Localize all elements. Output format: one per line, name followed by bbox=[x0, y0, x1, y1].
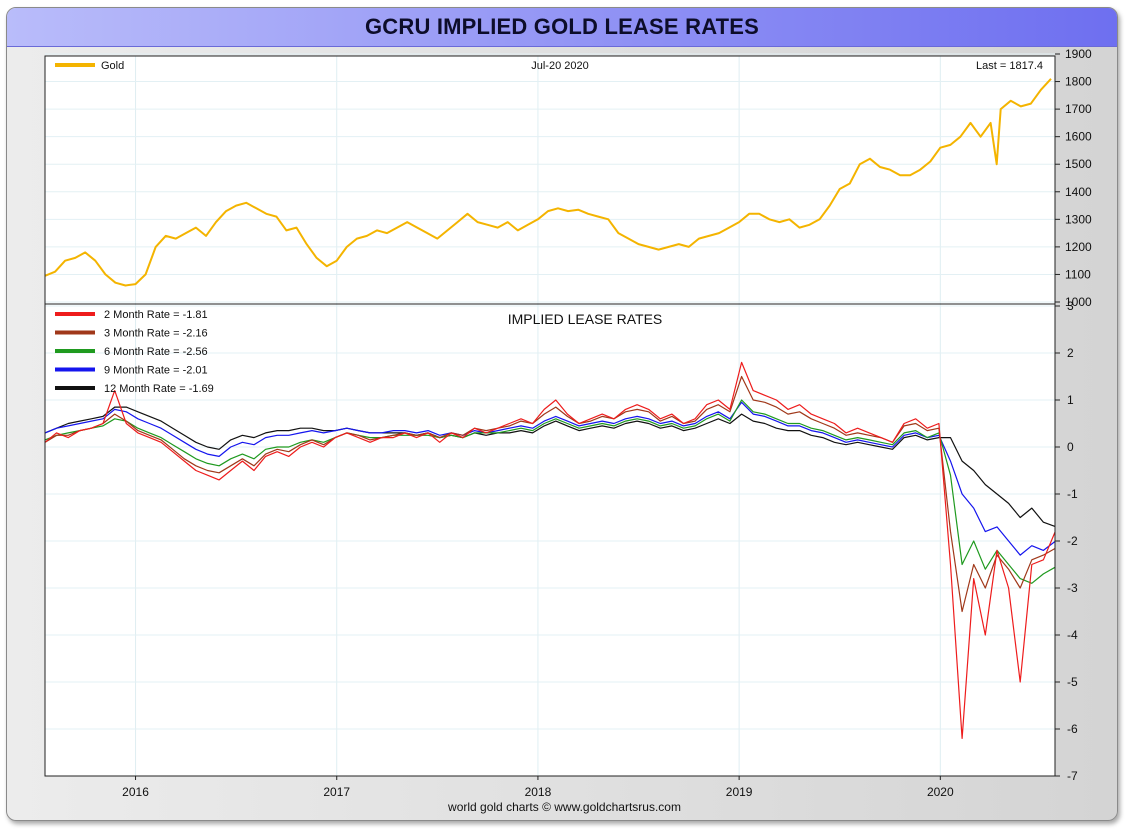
x-tick-label: 2019 bbox=[726, 785, 753, 799]
bottom-y-tick-label: -6 bbox=[1067, 722, 1078, 736]
bottom-y-tick-label: -5 bbox=[1067, 675, 1078, 689]
bottom-y-tick-label: 1 bbox=[1067, 393, 1074, 407]
lease-rate-6m-line bbox=[44, 399, 1056, 584]
top-y-tick-label: 1100 bbox=[1065, 267, 1091, 281]
bottom-y-tick-label: -7 bbox=[1067, 769, 1078, 783]
legend-3m-label: 3 Month Rate = -2.16 bbox=[104, 328, 208, 340]
x-tick-label: 2017 bbox=[323, 785, 350, 799]
title-bar: GCRU IMPLIED GOLD LEASE RATES bbox=[7, 8, 1117, 47]
x-tick-label: 2016 bbox=[122, 785, 149, 799]
footer-credit: world gold charts © www.goldchartsrus.co… bbox=[448, 800, 681, 814]
lease-rate-9m-line bbox=[44, 401, 1056, 556]
lease-rate-2m-line bbox=[44, 361, 1056, 739]
top-y-tick-label: 1000 bbox=[1065, 295, 1092, 309]
gold-price-line bbox=[44, 78, 1052, 287]
legend-2m-label: 2 Month Rate = -1.81 bbox=[104, 309, 208, 321]
bottom-y-tick-label: -4 bbox=[1067, 628, 1078, 642]
bottom-y-tick-label: -2 bbox=[1067, 534, 1078, 548]
bottom-y-tick-label: 0 bbox=[1067, 440, 1074, 454]
top-y-tick-label: 1200 bbox=[1065, 240, 1092, 254]
bottom-panel-title: IMPLIED LEASE RATES bbox=[508, 311, 663, 327]
lease-rate-12m-line bbox=[44, 406, 1056, 527]
legend-12m-label: 12 Month Rate = -1.69 bbox=[104, 383, 214, 395]
top-y-tick-label: 1800 bbox=[1065, 75, 1092, 89]
top-y-tick-label: 1600 bbox=[1065, 130, 1092, 144]
top-y-tick-label: 1900 bbox=[1065, 47, 1092, 61]
legend-6m-swatch bbox=[55, 349, 95, 353]
legend-9m-label: 9 Month Rate = -2.01 bbox=[104, 365, 208, 377]
legend-label-gold: Gold bbox=[101, 60, 124, 72]
top-y-tick-label: 1300 bbox=[1065, 212, 1092, 226]
bottom-y-tick-label: -1 bbox=[1067, 487, 1078, 501]
x-tick-label: 2020 bbox=[927, 785, 954, 799]
top-y-tick-label: 1500 bbox=[1065, 157, 1092, 171]
legend-12m-swatch bbox=[55, 386, 95, 390]
bottom-panel-border bbox=[44, 303, 1056, 777]
top-y-tick-label: 1700 bbox=[1065, 102, 1092, 116]
legend-9m-swatch bbox=[55, 367, 95, 372]
legend-3m-swatch bbox=[55, 330, 95, 335]
top-y-tick-label: 1400 bbox=[1065, 185, 1092, 199]
legend-6m-label: 6 Month Rate = -2.56 bbox=[104, 346, 208, 358]
bottom-y-tick-label: -3 bbox=[1067, 581, 1078, 595]
legend-swatch-gold bbox=[55, 63, 95, 67]
bottom-y-tick-label: 2 bbox=[1067, 346, 1074, 360]
top-last-label: Last = 1817.4 bbox=[976, 60, 1043, 72]
legend-2m-swatch bbox=[55, 312, 95, 316]
top-date-label: Jul-20 2020 bbox=[531, 60, 589, 72]
bottom-y-tick-label: 3 bbox=[1067, 299, 1074, 313]
plot-background bbox=[45, 56, 1055, 776]
chart-title: GCRU IMPLIED GOLD LEASE RATES bbox=[364, 14, 760, 39]
x-tick-label: 2018 bbox=[525, 785, 552, 799]
